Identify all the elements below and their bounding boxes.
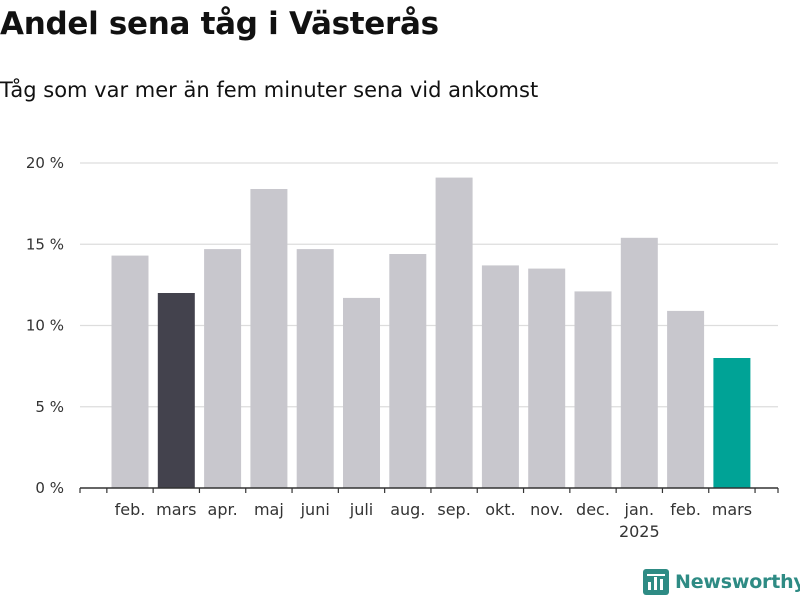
x-tick-label: aug. (390, 500, 425, 519)
bar (528, 268, 566, 488)
bar (620, 237, 658, 489)
bar (157, 293, 195, 488)
bar (713, 358, 751, 488)
x-tick-label: nov. (530, 500, 563, 519)
bar (481, 265, 519, 488)
x-tick-label: mars (156, 500, 196, 519)
x-axis (79, 487, 779, 493)
x-tick-label: mars (712, 500, 752, 519)
y-tick-label: 5 % (35, 398, 64, 416)
bar (435, 177, 473, 488)
bar (389, 254, 427, 488)
bar (204, 249, 242, 488)
y-tick-label: 0 % (35, 479, 64, 497)
x-tick-label: juni (300, 500, 330, 519)
chart-title: Andel sena tåg i Västerås (0, 6, 439, 42)
x-tick-label: apr. (208, 500, 238, 519)
x-tick-label: okt. (485, 500, 515, 519)
x-tick-label: feb. (115, 500, 146, 519)
y-tick-label: 15 % (26, 235, 64, 253)
bar (574, 291, 612, 488)
y-tick-label: 10 % (26, 317, 64, 335)
bar (250, 189, 288, 488)
bar (111, 255, 149, 488)
x-year-label: 2025 (619, 522, 660, 541)
y-tick-label: 20 % (26, 154, 64, 172)
grid-lines (80, 162, 778, 408)
x-tick-label: maj (254, 500, 284, 519)
x-tick-label: feb. (670, 500, 701, 519)
bars (111, 177, 751, 489)
tick-labels: 0 % 5 % 10 % 15 % 20 % feb. mars apr. maj juni jul… (26, 154, 752, 541)
bar (667, 310, 705, 488)
chart-subtitle: Tåg som var mer än fem minuter sena vid … (0, 78, 539, 102)
x-tick-label: jan. (624, 500, 654, 519)
x-tick-label: dec. (576, 500, 610, 519)
x-tick-label: sep. (437, 500, 470, 519)
newsworthy-icon (643, 569, 669, 595)
bar (296, 249, 334, 488)
bar (343, 297, 380, 488)
newsworthy-logo: Newsworthy (643, 569, 800, 595)
x-tick-label: juli (349, 500, 373, 519)
brand-name: Newsworthy (675, 571, 800, 593)
